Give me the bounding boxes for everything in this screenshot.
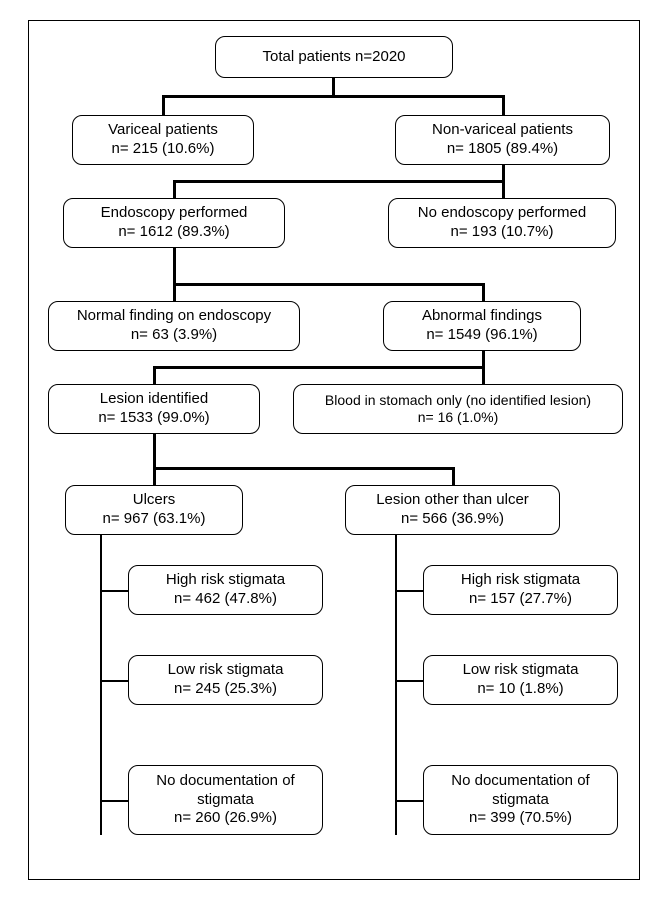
node-text: n= 399 (70.5%) xyxy=(469,809,572,828)
node-other-nodoc: No documentation of stigmata n= 399 (70.… xyxy=(423,765,618,835)
node-text: Low risk stigmata xyxy=(463,661,579,680)
node-text: n= 245 (25.3%) xyxy=(174,680,277,699)
node-text: n= 1805 (89.4%) xyxy=(447,140,558,159)
node-normal: Normal finding on endoscopy n= 63 (3.9%) xyxy=(48,301,300,351)
diagram-canvas: Total patients n=2020 Variceal patients … xyxy=(0,0,668,900)
node-text: Blood in stomach only (no identified les… xyxy=(325,392,591,410)
node-text: Ulcers xyxy=(133,491,176,510)
node-nonvariceal: Non-variceal patients n= 1805 (89.4%) xyxy=(395,115,610,165)
node-ulcers-low: Low risk stigmata n= 245 (25.3%) xyxy=(128,655,323,705)
node-text: High risk stigmata xyxy=(461,571,580,590)
node-text: High risk stigmata xyxy=(166,571,285,590)
node-other-high: High risk stigmata n= 157 (27.7%) xyxy=(423,565,618,615)
node-ulcers: Ulcers n= 967 (63.1%) xyxy=(65,485,243,535)
node-text: n= 260 (26.9%) xyxy=(174,809,277,828)
node-abnormal: Abnormal findings n= 1549 (96.1%) xyxy=(383,301,581,351)
node-text: Lesion other than ulcer xyxy=(376,491,529,510)
node-text: n= 1533 (99.0%) xyxy=(98,409,209,428)
node-text: n= 63 (3.9%) xyxy=(131,326,217,345)
node-ulcers-nodoc: No documentation of stigmata n= 260 (26.… xyxy=(128,765,323,835)
node-variceal: Variceal patients n= 215 (10.6%) xyxy=(72,115,254,165)
node-text: n= 16 (1.0%) xyxy=(418,409,499,427)
node-text: Low risk stigmata xyxy=(168,661,284,680)
node-text: n= 215 (10.6%) xyxy=(112,140,215,159)
node-text: n= 193 (10.7%) xyxy=(451,223,554,242)
node-text: No documentation of xyxy=(156,772,294,791)
node-text: n= 1612 (89.3%) xyxy=(118,223,229,242)
node-text: n= 462 (47.8%) xyxy=(174,590,277,609)
node-other-low: Low risk stigmata n= 10 (1.8%) xyxy=(423,655,618,705)
node-text: No endoscopy performed xyxy=(418,204,586,223)
node-text: n= 566 (36.9%) xyxy=(401,510,504,529)
node-text: Non-variceal patients xyxy=(432,121,573,140)
node-text: Normal finding on endoscopy xyxy=(77,307,271,326)
node-text: n= 1549 (96.1%) xyxy=(426,326,537,345)
node-text: Lesion identified xyxy=(100,390,208,409)
node-ulcers-high: High risk stigmata n= 462 (47.8%) xyxy=(128,565,323,615)
node-endo-no: No endoscopy performed n= 193 (10.7%) xyxy=(388,198,616,248)
node-text: No documentation of xyxy=(451,772,589,791)
node-other-lesion: Lesion other than ulcer n= 566 (36.9%) xyxy=(345,485,560,535)
node-text: Endoscopy performed xyxy=(101,204,248,223)
node-text: Abnormal findings xyxy=(422,307,542,326)
node-text: stigmata xyxy=(197,791,254,810)
node-endo-yes: Endoscopy performed n= 1612 (89.3%) xyxy=(63,198,285,248)
node-text: n= 157 (27.7%) xyxy=(469,590,572,609)
node-text: n= 967 (63.1%) xyxy=(103,510,206,529)
node-text: Total patients n=2020 xyxy=(262,48,405,67)
node-lesion-identified: Lesion identified n= 1533 (99.0%) xyxy=(48,384,260,434)
node-text: stigmata xyxy=(492,791,549,810)
node-root: Total patients n=2020 xyxy=(215,36,453,78)
node-text: n= 10 (1.8%) xyxy=(477,680,563,699)
node-blood-only: Blood in stomach only (no identified les… xyxy=(293,384,623,434)
node-text: Variceal patients xyxy=(108,121,218,140)
